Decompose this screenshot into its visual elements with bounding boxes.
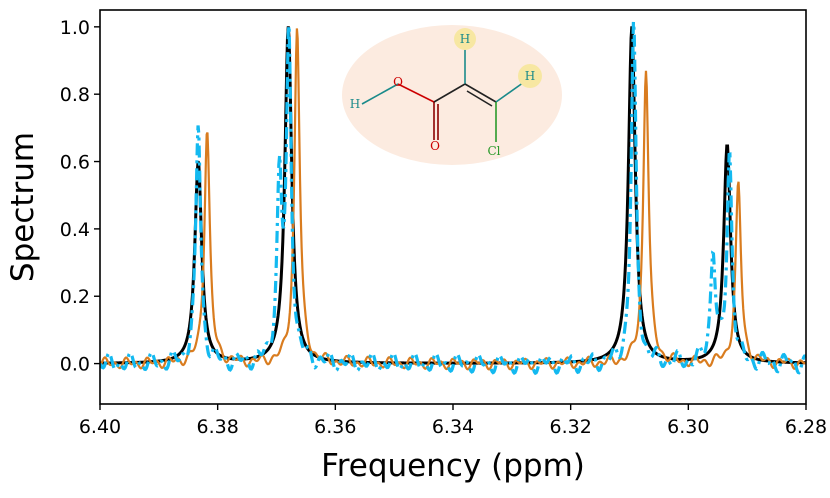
spectrum-series-line bbox=[100, 28, 806, 371]
x-axis-title: Frequency (ppm) bbox=[321, 448, 585, 484]
plot-frame bbox=[99, 9, 807, 405]
x-tick-label: 6.28 bbox=[785, 416, 827, 438]
bond-c-c-double-a bbox=[464, 83, 497, 103]
axes-layer: 6.40 6.38 6.36 6.34 6.32 6.30 6.28 0.0 0.2 0.4 0.6… bbox=[60, 17, 827, 438]
y-tick-label: 0.2 bbox=[60, 286, 90, 308]
atom-hydrogen-top: H bbox=[460, 32, 470, 46]
y-tick-label: 0.4 bbox=[60, 219, 90, 241]
atom-hydrogen-hydroxyl: H bbox=[350, 97, 360, 111]
bond-oh bbox=[361, 83, 399, 105]
atom-chlorine: Cl bbox=[487, 144, 500, 158]
hydrogen-highlight-right bbox=[518, 64, 542, 88]
bond-o-c bbox=[397, 83, 435, 103]
x-tick-label: 6.32 bbox=[550, 416, 592, 438]
hydrogen-highlight-top bbox=[454, 28, 476, 50]
molecule-background bbox=[342, 25, 562, 165]
x-tick-label: 6.34 bbox=[432, 416, 474, 438]
molecule-inset: O H O H H Cl bbox=[342, 25, 562, 165]
y-tick-label: 1.0 bbox=[60, 17, 90, 39]
atom-oxygen-hydroxyl: O bbox=[393, 75, 403, 89]
x-tick-label: 6.38 bbox=[197, 416, 239, 438]
x-tick-label: 6.40 bbox=[79, 416, 121, 438]
series-layer bbox=[100, 21, 806, 376]
atom-hydrogen-right: H bbox=[525, 69, 535, 83]
atom-oxygen-carbonyl: O bbox=[430, 139, 440, 153]
x-tick-label: 6.30 bbox=[667, 416, 709, 438]
bond-c-c-double-b bbox=[466, 90, 493, 107]
x-tick-label: 6.36 bbox=[314, 416, 356, 438]
y-tick-label: 0.8 bbox=[60, 84, 90, 106]
bond-c-c bbox=[433, 83, 466, 103]
y-axis-title: Spectrum bbox=[5, 132, 41, 282]
y-tick-label: 0.0 bbox=[60, 354, 90, 376]
spectrum-series-line bbox=[100, 21, 806, 376]
y-tick-label: 0.6 bbox=[60, 152, 90, 174]
